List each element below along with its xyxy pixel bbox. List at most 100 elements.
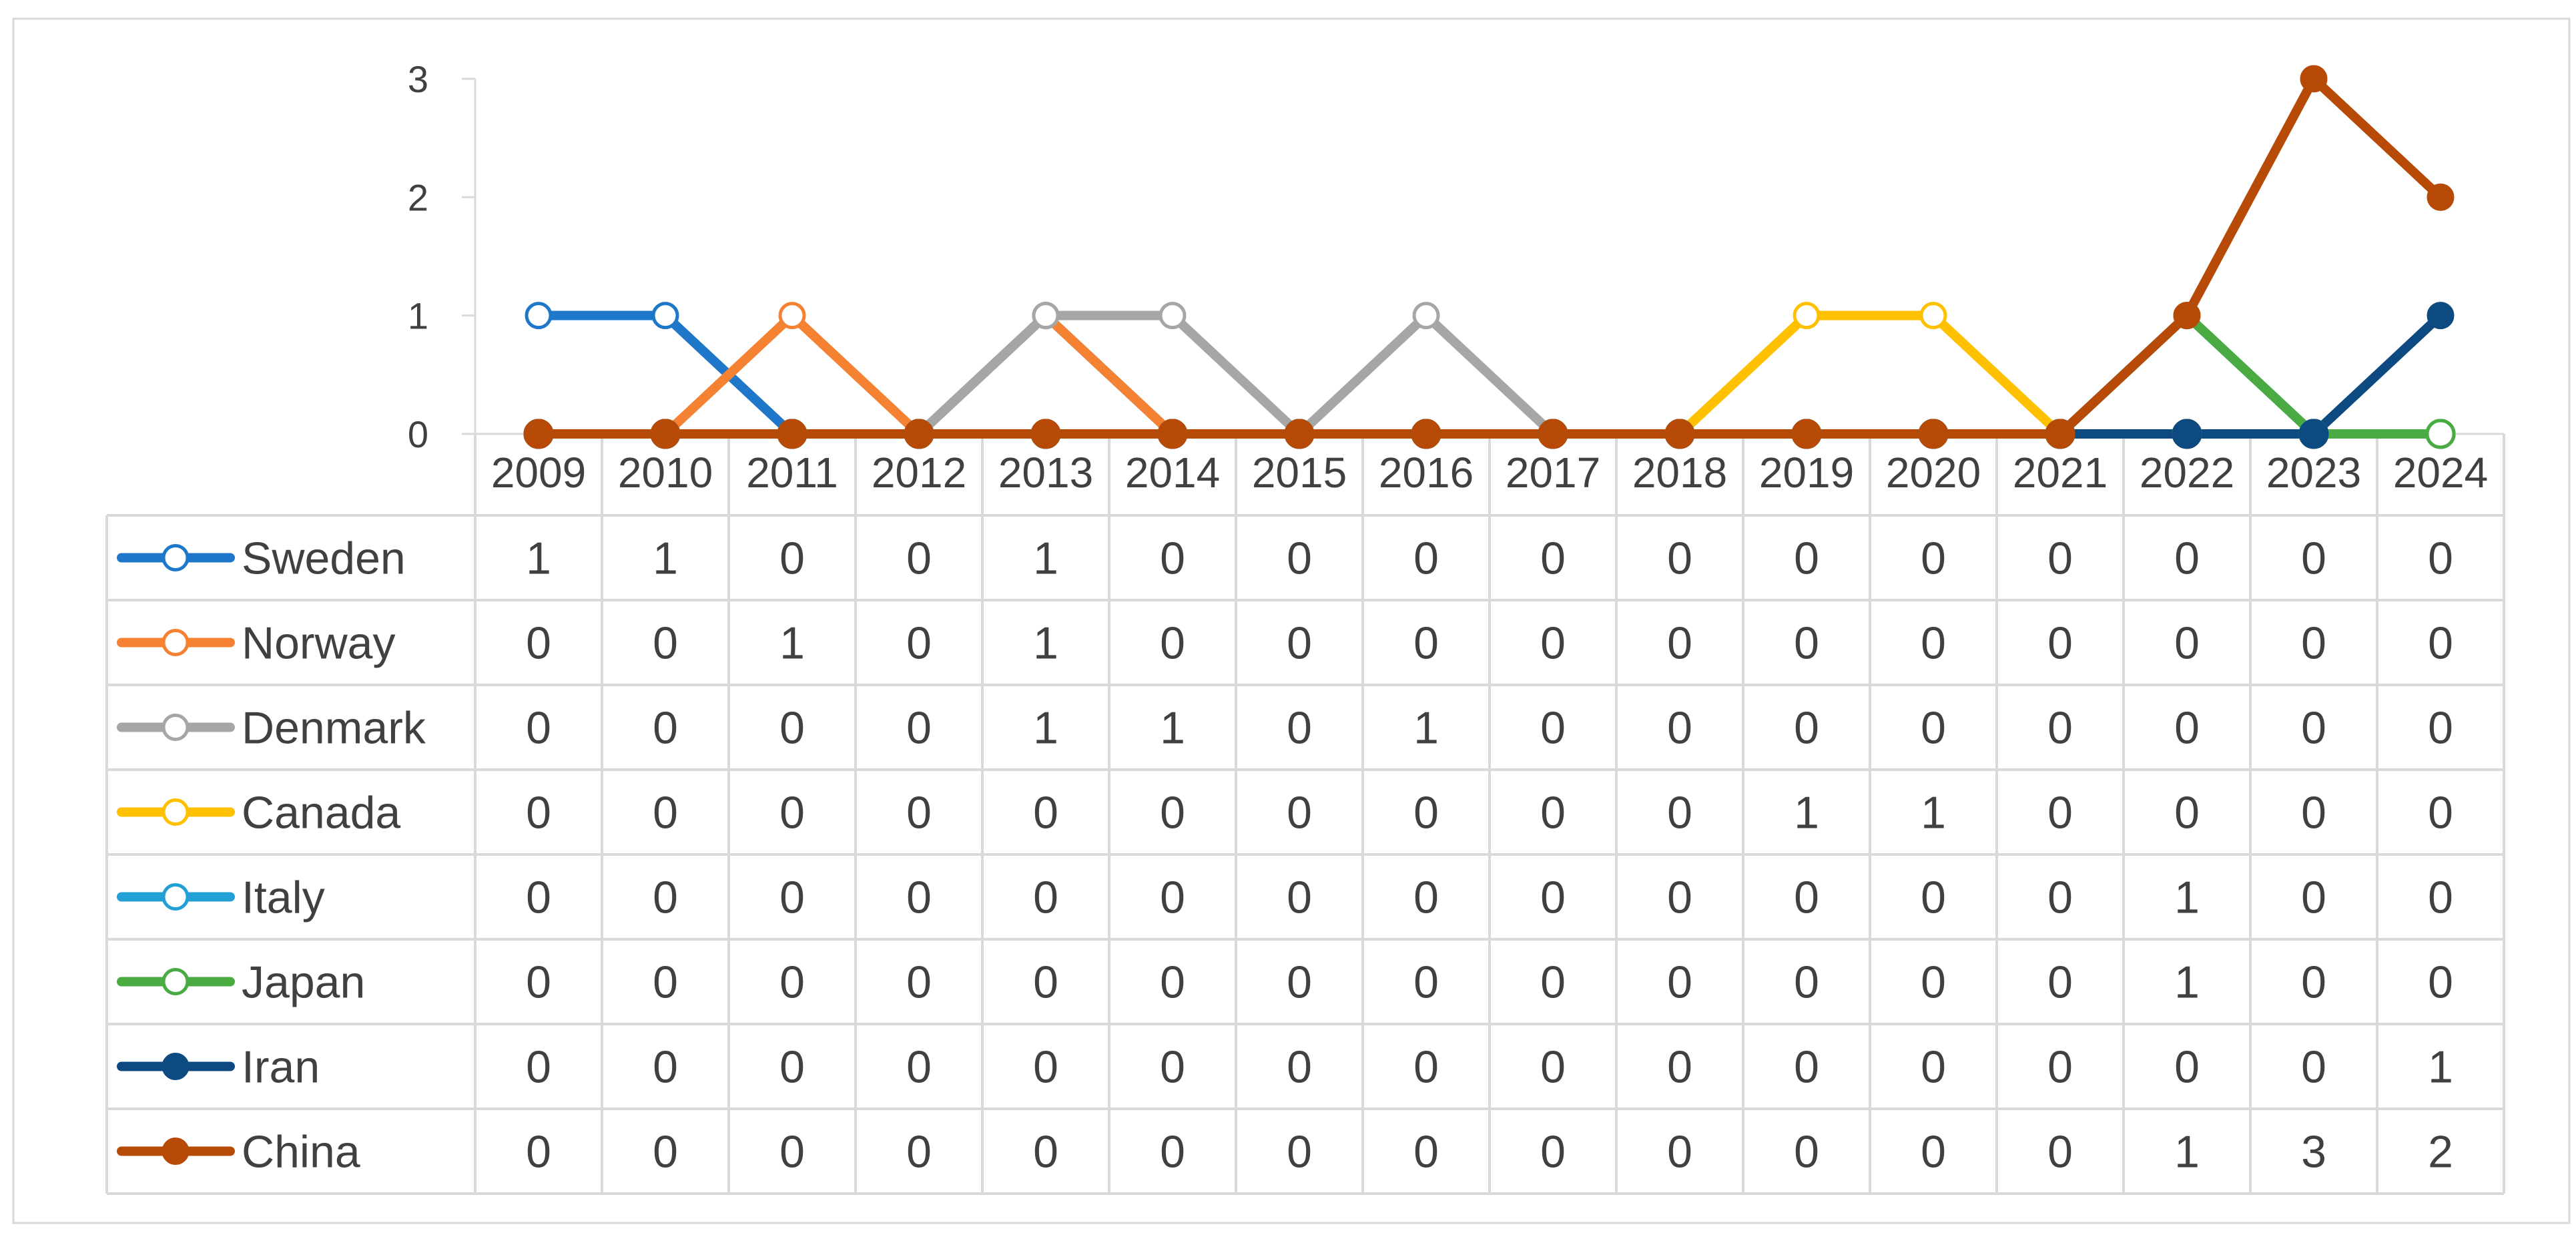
table-cell-value: 0 bbox=[1413, 533, 1439, 584]
legend-key-marker bbox=[162, 798, 190, 826]
table-cell-value: 0 bbox=[779, 872, 805, 923]
table-cell-value: 0 bbox=[1540, 533, 1566, 584]
table-cell-value: 1 bbox=[1033, 618, 1058, 669]
table-cell-value: 0 bbox=[2301, 618, 2326, 669]
data-point-china bbox=[1284, 419, 1315, 449]
table-cell-value: 0 bbox=[1667, 872, 1692, 923]
table-cell-value: 0 bbox=[2428, 618, 2453, 669]
table-cell-value: 0 bbox=[1667, 533, 1692, 584]
table-cell-value: 0 bbox=[526, 1127, 551, 1178]
table-cell-value: 1 bbox=[1033, 533, 1058, 584]
data-point-denmark bbox=[1032, 302, 1060, 330]
y-tick-label: 3 bbox=[408, 58, 428, 100]
plot-points bbox=[523, 65, 2456, 449]
table-cell-value: 0 bbox=[2174, 703, 2200, 754]
table-cell-value: 0 bbox=[2428, 533, 2453, 584]
table-cell-value: 0 bbox=[2174, 533, 2200, 584]
legend-key-marker bbox=[162, 883, 190, 911]
table-cell-value: 0 bbox=[1413, 788, 1439, 838]
table-cell-value: 0 bbox=[1921, 872, 1946, 923]
table-cell-value: 0 bbox=[653, 788, 678, 838]
table-cell-value: 0 bbox=[1160, 788, 1185, 838]
table-cell-value: 1 bbox=[779, 618, 805, 669]
table-cell-value: 0 bbox=[2174, 1042, 2200, 1093]
table-cell-value: 0 bbox=[653, 872, 678, 923]
table-cell-value: 1 bbox=[2174, 957, 2200, 1008]
table-cell-value: 0 bbox=[1160, 1127, 1185, 1178]
table-cell-value: 0 bbox=[906, 872, 932, 923]
table-cell-value: 0 bbox=[906, 1127, 932, 1178]
table-cell-value: 0 bbox=[1794, 957, 1819, 1008]
table-cell-value: 1 bbox=[2174, 872, 2200, 923]
legend-key-marker bbox=[162, 544, 190, 571]
table-cell-value: 0 bbox=[2428, 703, 2453, 754]
table-cell-value: 0 bbox=[1033, 957, 1058, 1008]
x-tick-label: 2020 bbox=[1886, 449, 1981, 497]
data-point-iran bbox=[2172, 419, 2202, 449]
table-cell-value: 0 bbox=[2047, 618, 2073, 669]
table-cell-value: 0 bbox=[906, 1042, 932, 1093]
legend-key-marker bbox=[162, 1138, 190, 1165]
table-cell-value: 0 bbox=[1794, 703, 1819, 754]
data-point-china bbox=[1411, 419, 1441, 449]
table-cell-value: 0 bbox=[906, 788, 932, 838]
table-cell-value: 0 bbox=[1033, 1127, 1058, 1178]
table-cell-value: 0 bbox=[1033, 1042, 1058, 1093]
data-table: 2009 2010 2011 2012 2013 2014 2015 2016 2017 2018… bbox=[105, 434, 2505, 1195]
x-tick-label: 2010 bbox=[618, 449, 713, 497]
table-cell-value: 0 bbox=[2301, 533, 2326, 584]
data-point-japan bbox=[2425, 419, 2456, 449]
table-cell-value: 0 bbox=[2301, 957, 2326, 1008]
x-tick-label: 2009 bbox=[491, 449, 586, 497]
table-cell-value: 2 bbox=[2428, 1127, 2453, 1178]
legend-key-marker bbox=[162, 629, 190, 656]
table-cell-value: 0 bbox=[1160, 872, 1185, 923]
table-cell-value: 0 bbox=[1921, 957, 1946, 1008]
table-cell-value: 0 bbox=[2047, 703, 2073, 754]
table-cell-value: 0 bbox=[1287, 788, 1312, 838]
table-cell-value: 0 bbox=[779, 533, 805, 584]
table-cell-value: 0 bbox=[653, 1042, 678, 1093]
table-cell-value: 1 bbox=[1413, 703, 1439, 754]
table-cell-value: 1 bbox=[1033, 703, 1058, 754]
table-cell-value: 0 bbox=[906, 957, 932, 1008]
data-point-china bbox=[904, 419, 934, 449]
table-cell-value: 0 bbox=[1921, 1127, 1946, 1178]
x-tick-label: 2024 bbox=[2393, 449, 2488, 497]
table-cell-value: 0 bbox=[1287, 533, 1312, 584]
x-tick-label: 2022 bbox=[2140, 449, 2234, 497]
y-tick-label: 0 bbox=[408, 413, 428, 455]
data-point-china bbox=[777, 419, 808, 449]
table-cell-value: 0 bbox=[1413, 1127, 1439, 1178]
x-tick-label: 2017 bbox=[1506, 449, 1600, 497]
table-cell-value: 0 bbox=[1667, 1042, 1692, 1093]
table-cell-value: 0 bbox=[2047, 957, 2073, 1008]
table-cell-value: 0 bbox=[1287, 703, 1312, 754]
x-tick-label: 2013 bbox=[998, 449, 1093, 497]
data-point-denmark bbox=[1412, 302, 1440, 330]
table-cell-value: 0 bbox=[1667, 957, 1692, 1008]
table-cell-value: 0 bbox=[779, 957, 805, 1008]
legend-entry: Italy bbox=[242, 872, 325, 923]
table-cell-value: 0 bbox=[2301, 1042, 2326, 1093]
table-cell-value: 0 bbox=[779, 703, 805, 754]
x-tick-label: 2012 bbox=[872, 449, 966, 497]
table-cell-value: 0 bbox=[1287, 957, 1312, 1008]
table-cell-value: 0 bbox=[1287, 872, 1312, 923]
data-point-china bbox=[1664, 419, 1695, 449]
data-point-china bbox=[1538, 419, 1568, 449]
table-cell-value: 0 bbox=[1921, 618, 1946, 669]
table-cell-value: 0 bbox=[1413, 957, 1439, 1008]
data-point-china bbox=[1030, 419, 1061, 449]
table-cell-value: 0 bbox=[2301, 872, 2326, 923]
table-cell-value: 1 bbox=[2174, 1127, 2200, 1178]
data-point-iran bbox=[2298, 419, 2329, 449]
table-cell-value: 0 bbox=[653, 1127, 678, 1178]
x-tick-label: 2015 bbox=[1252, 449, 1347, 497]
table-cell-value: 1 bbox=[526, 533, 551, 584]
table-cell-value: 0 bbox=[1667, 618, 1692, 669]
table-cell-value: 0 bbox=[1921, 1042, 1946, 1093]
data-point-denmark bbox=[1159, 302, 1187, 330]
table-cell-value: 0 bbox=[653, 618, 678, 669]
